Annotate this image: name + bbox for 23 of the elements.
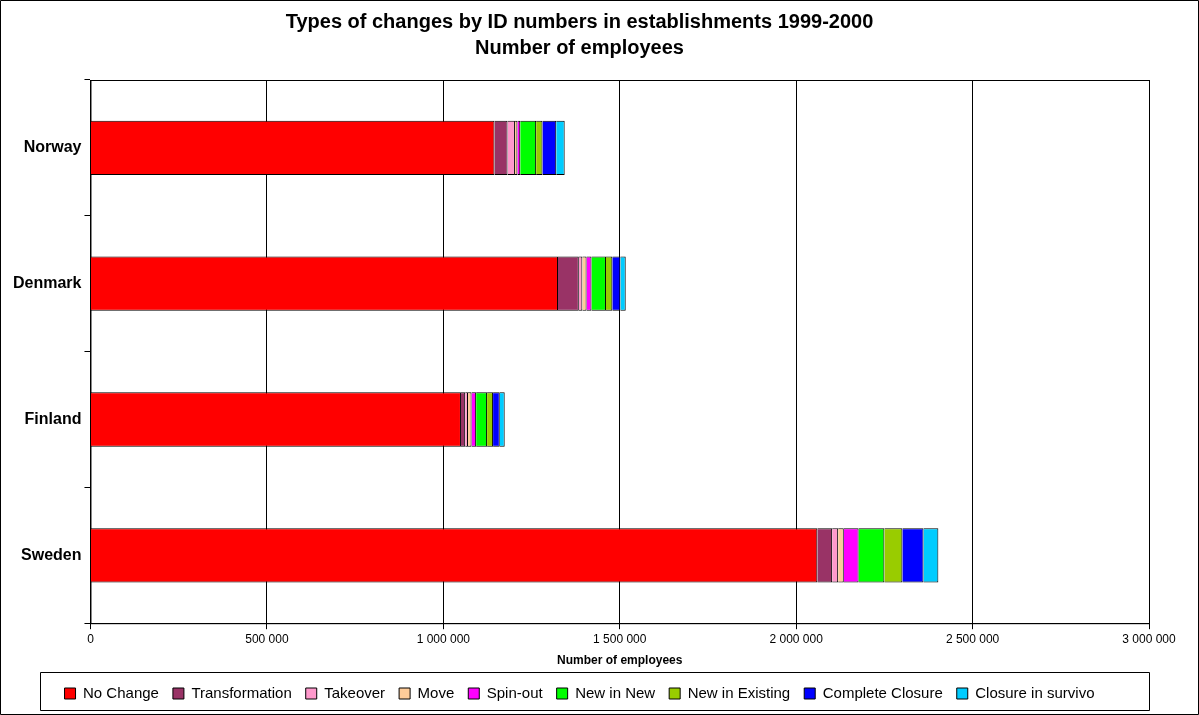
legend-label: New in New xyxy=(575,683,656,701)
x-tick-label: 2 000 000 xyxy=(769,631,824,646)
x-tick-label: 1 500 000 xyxy=(593,631,647,646)
y-tick-label: Sweden xyxy=(21,545,82,563)
x-axis-title: Number of employees xyxy=(557,653,683,668)
y-tick-label: Denmark xyxy=(12,274,82,292)
chart-subtitle: Number of employees xyxy=(475,35,684,58)
legend-label: Transformation xyxy=(191,683,292,701)
y-tick-label: Finland xyxy=(24,409,82,427)
legend-label: Move xyxy=(417,683,455,701)
legend-label: No Change xyxy=(83,683,159,701)
legend-label: Spin-out xyxy=(486,683,544,701)
y-tick-label: Norway xyxy=(23,138,82,156)
legend-label: Closure in survivo xyxy=(975,683,1095,701)
x-tick-label: 1 000 000 xyxy=(416,631,471,646)
legend-label: Complete Closure xyxy=(822,683,943,701)
x-tick-label: 3 000 000 xyxy=(1122,631,1177,646)
chart-title: Types of changes by ID numbers in establishments 1999-2000 xyxy=(285,9,874,32)
x-tick-label: 0 xyxy=(87,631,95,646)
x-tick-label: 2 500 000 xyxy=(945,631,1000,646)
legend-label: New in Existing xyxy=(687,683,791,701)
legend-label: Takeover xyxy=(324,683,386,701)
x-tick-label: 500 000 xyxy=(245,631,289,646)
